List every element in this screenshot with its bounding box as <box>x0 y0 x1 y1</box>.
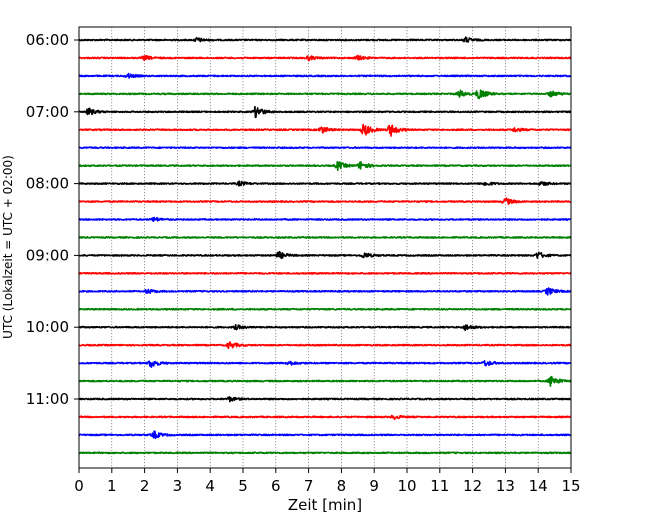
trace-line <box>78 451 572 455</box>
trace-line <box>78 160 572 171</box>
trace-line <box>78 197 572 205</box>
y-tick-label: 11:00 <box>26 390 69 408</box>
trace-line <box>78 430 572 440</box>
y-tick-label: 09:00 <box>26 246 69 264</box>
trace-line <box>78 180 572 187</box>
x-tick-label: 3 <box>173 477 183 495</box>
trace-line <box>78 323 572 332</box>
x-tick-label: 2 <box>140 477 150 495</box>
trace-line <box>78 375 572 387</box>
trace-line <box>78 271 572 275</box>
trace-line <box>78 307 572 311</box>
x-tick-label: 4 <box>205 477 215 495</box>
trace-line <box>78 341 572 350</box>
trace-line <box>78 250 572 260</box>
y-axis-ticks: 06:00 07:00 08:00 09:00 10:00 11:00 <box>26 31 79 408</box>
x-tick-label: 11 <box>430 477 449 495</box>
x-tick-label: 9 <box>369 477 379 495</box>
trace-line <box>78 72 572 79</box>
y-axis-label: UTC (Lokalzeit = UTC + 02:00) <box>1 155 15 339</box>
trace-line <box>78 146 572 150</box>
x-tick-label: 10 <box>397 477 416 495</box>
x-tick-label: 0 <box>74 477 84 495</box>
seismic-traces <box>78 36 572 455</box>
trace-line <box>78 105 572 119</box>
trace-line <box>78 396 572 403</box>
trace-line <box>78 36 572 43</box>
trace-line <box>78 123 572 137</box>
y-tick-label: 06:00 <box>26 31 69 49</box>
x-tick-label: 12 <box>463 477 482 495</box>
trace-line <box>78 287 572 296</box>
x-tick-label: 15 <box>561 477 580 495</box>
x-tick-label: 1 <box>107 477 117 495</box>
x-tick-label: 8 <box>337 477 347 495</box>
y-tick-label: 07:00 <box>26 103 69 121</box>
axes-frame <box>78 26 572 469</box>
x-axis-ticks: 0 1 2 3 4 5 6 7 8 9 10 11 12 13 14 15 <box>74 468 581 495</box>
y-tick-label: 08:00 <box>26 175 69 193</box>
trace-line <box>78 359 572 368</box>
y-tick-label: 10:00 <box>26 318 69 336</box>
x-tick-label: 6 <box>271 477 281 495</box>
trace-line <box>78 89 572 100</box>
x-axis-label: Zeit [min] <box>288 496 362 514</box>
trace-line <box>78 54 572 62</box>
x-tick-label: 14 <box>529 477 548 495</box>
trace-line <box>78 414 572 421</box>
x-tick-label: 13 <box>496 477 515 495</box>
x-tick-label: 5 <box>238 477 248 495</box>
trace-line <box>78 216 572 223</box>
x-tick-label: 7 <box>304 477 314 495</box>
trace-line <box>78 236 572 239</box>
